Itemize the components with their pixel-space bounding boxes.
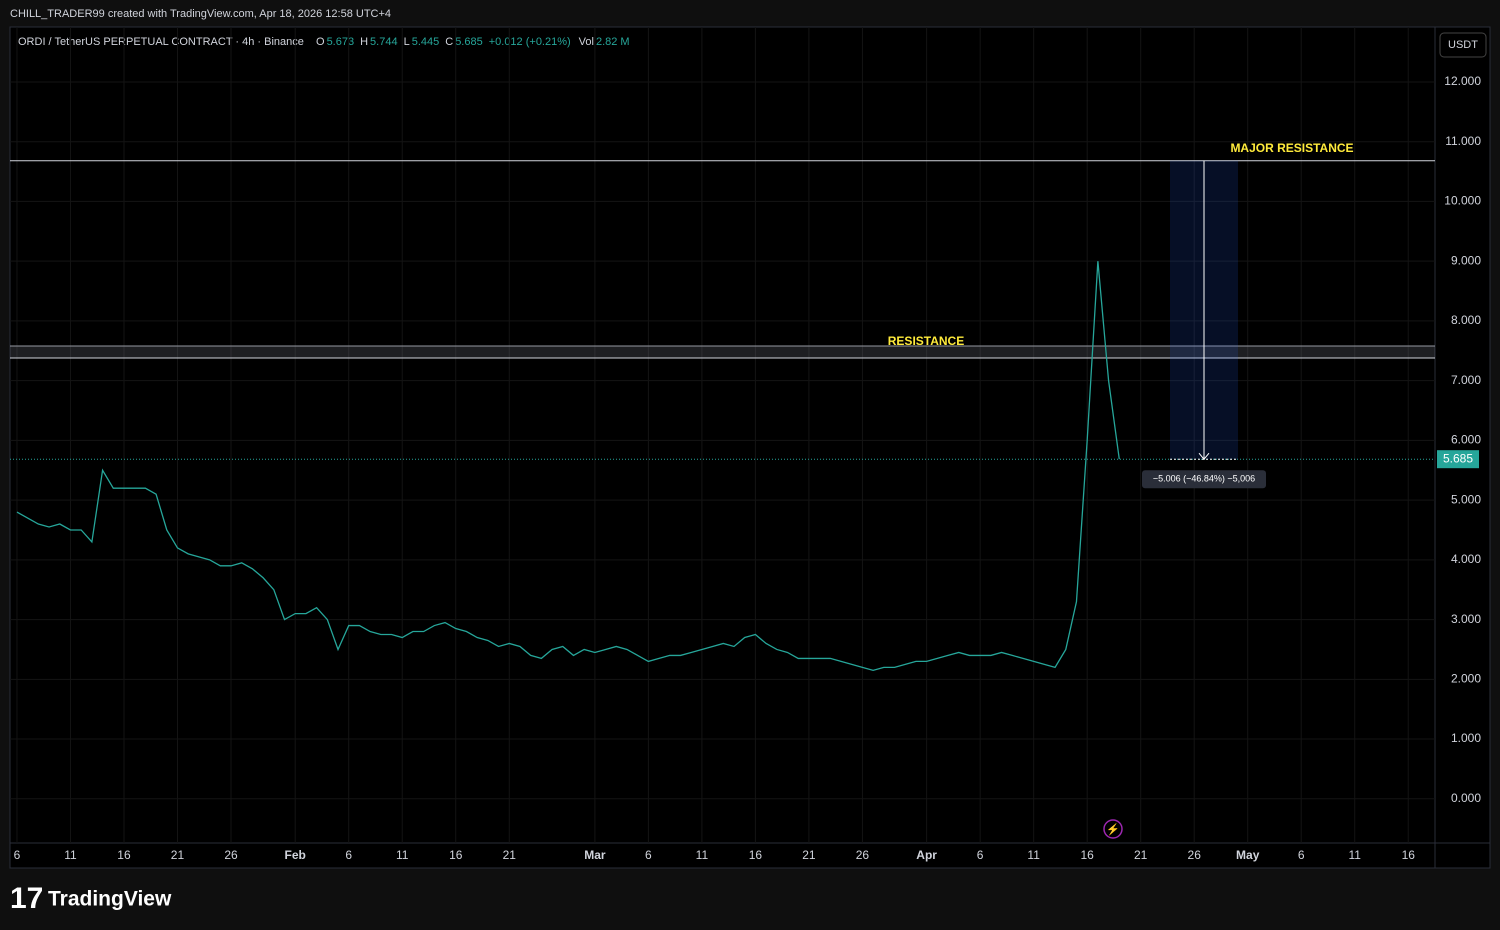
x-tick-label: 21 [1134, 848, 1148, 862]
x-tick-label: 6 [645, 848, 652, 862]
x-tick-label: 16 [449, 848, 463, 862]
zone-label: RESISTANCE [888, 334, 964, 348]
y-tick-label: 11.000 [1445, 134, 1481, 148]
x-tick-label: 11 [696, 848, 709, 862]
y-tick-label: 9.000 [1451, 253, 1481, 267]
last-price-label: 5.685 [1443, 451, 1473, 465]
legend-item: L [404, 36, 410, 48]
legend-item: O [316, 36, 325, 48]
chart-panel [9, 26, 1491, 869]
y-tick-label: 7.000 [1451, 373, 1481, 387]
event-icon-glyph[interactable]: ⚡ [1106, 823, 1120, 836]
x-tick-label: 26 [856, 848, 870, 862]
x-tick-label: Apr [916, 848, 937, 862]
x-tick-label: 26 [224, 848, 238, 862]
x-tick-label: Feb [285, 848, 306, 862]
currency[interactable]: USDT [1448, 39, 1478, 51]
legend-item: 5.685 [455, 36, 483, 48]
currency-button[interactable] [1439, 32, 1487, 58]
y-tick-label: 0.000 [1451, 791, 1481, 805]
legend-item: +0.012 (+0.21%) [489, 36, 571, 48]
measure-label-bg [1142, 470, 1266, 489]
x-tick-label: 16 [117, 848, 131, 862]
x-tick-label: May [1236, 848, 1260, 862]
legend-item: Vol [579, 36, 594, 48]
ohlc-legend: O 5.673 H 5.744 L 5.445 C 5.685 +0.012 (+0.21%) V… [316, 36, 630, 48]
symbol: ORDI / TetherUS PERPETUAL CONTRACT · 4h … [18, 36, 304, 48]
resistance-zone [10, 345, 1435, 358]
y-tick-label: 2.000 [1451, 671, 1481, 685]
x-tick-label: 21 [503, 848, 517, 862]
logo-mark: 17 [10, 882, 43, 915]
footer-brand: TradingView [48, 888, 172, 911]
x-tick-label: 11 [1348, 848, 1361, 862]
legend-item: 5.445 [412, 36, 440, 48]
y-tick-label: 5.000 [1451, 492, 1481, 506]
level-label: MAJOR RESISTANCE [1230, 141, 1353, 155]
x-tick-label: 11 [1027, 848, 1040, 862]
x-tick-label: 21 [171, 848, 185, 862]
legend-item: 2.82 M [596, 36, 630, 48]
legend-item: H [360, 36, 368, 48]
x-tick-label: 21 [802, 848, 816, 862]
x-tick-label: 11 [396, 848, 409, 862]
last-price-badge [1437, 450, 1479, 469]
y-tick-label: 1.000 [1451, 731, 1481, 745]
price-line [16, 261, 1120, 672]
y-tick-label: 8.000 [1451, 313, 1481, 327]
y-tick-label: 6.000 [1451, 433, 1481, 447]
x-tick-label: 26 [1188, 848, 1202, 862]
y-tick-label: 10.000 [1444, 194, 1481, 208]
y-tick-label: 3.000 [1451, 612, 1481, 626]
x-tick-label: 16 [1402, 848, 1416, 862]
y-tick-label: 12.000 [1444, 74, 1481, 88]
header: CHILL_TRADER99 created with TradingView.… [10, 8, 391, 20]
x-tick-label: 6 [1298, 848, 1305, 862]
event-icon[interactable] [1103, 819, 1123, 839]
x-tick-label: 16 [749, 848, 763, 862]
x-tick-label: 16 [1080, 848, 1094, 862]
x-tick-label: 6 [977, 848, 984, 862]
x-tick-label: 6 [345, 848, 352, 862]
x-tick-label: Mar [584, 848, 606, 862]
legend-item: C [445, 36, 453, 48]
legend-item: 5.744 [370, 36, 398, 48]
y-tick-label: 4.000 [1451, 552, 1481, 566]
x-tick-label: 6 [14, 848, 21, 862]
legend-item: 5.673 [327, 36, 355, 48]
measure-label: −5.006 (−46.84%) −5,006 [1153, 474, 1255, 484]
x-tick-label: 11 [64, 848, 77, 862]
